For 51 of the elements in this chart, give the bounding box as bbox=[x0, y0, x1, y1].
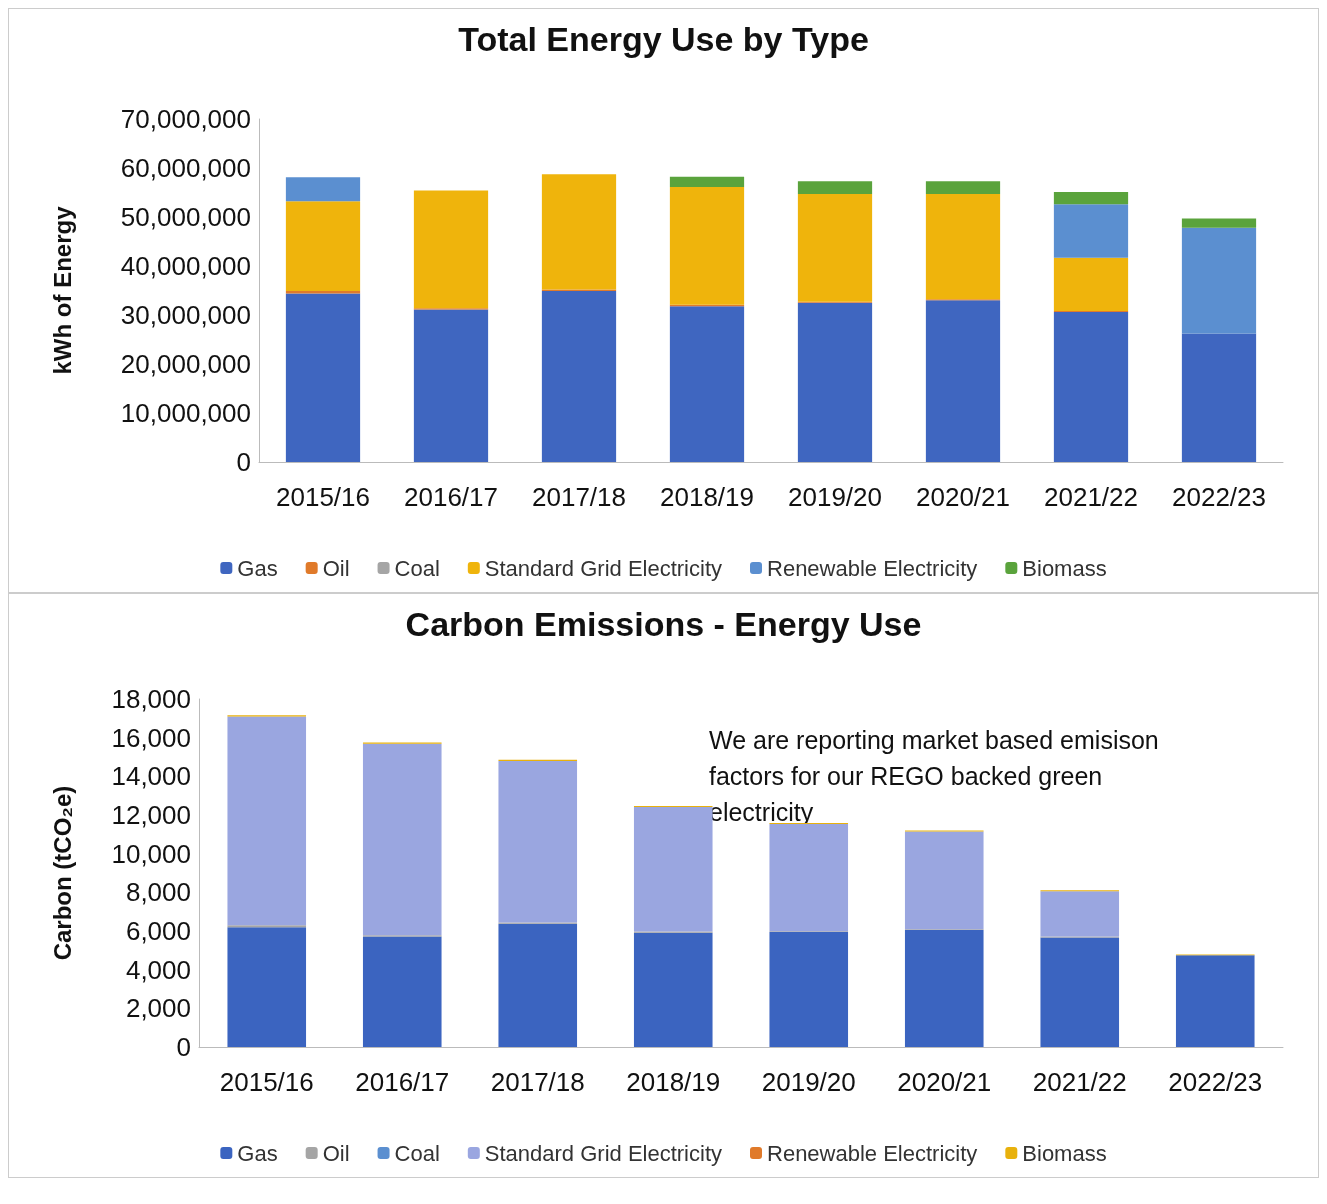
chart-title: Carbon Emissions - Energy Use bbox=[405, 605, 922, 643]
y-tick-label: 60,000,000 bbox=[120, 153, 251, 183]
x-tick-label: 2020/21 bbox=[916, 482, 1010, 512]
x-tick-label: 2015/16 bbox=[276, 482, 370, 512]
y-tick-label: 50,000,000 bbox=[120, 202, 251, 232]
legend-label: Standard Grid Electricity bbox=[484, 555, 723, 581]
y-tick-label: 10,000 bbox=[111, 838, 191, 869]
y-tick-label: 16,000 bbox=[111, 722, 191, 753]
legend-label: Gas bbox=[237, 1140, 278, 1166]
y-tick-label: 4,000 bbox=[125, 954, 191, 985]
legend-label: Gas bbox=[237, 555, 278, 581]
x-tick-label: 2021/22 bbox=[1044, 482, 1138, 512]
y-tick-label: 10,000,000 bbox=[120, 398, 251, 428]
legend-label: Oil bbox=[322, 555, 350, 581]
legend-label: Standard Grid Electricity bbox=[484, 1140, 723, 1166]
legend-label: Renewable Electricity bbox=[767, 1140, 978, 1166]
y-axis-title: kWh of Energy bbox=[48, 205, 76, 375]
x-tick-label: 2017/18 bbox=[532, 482, 626, 512]
legend-label: Coal bbox=[394, 1140, 440, 1166]
y-tick-label: 30,000,000 bbox=[120, 300, 251, 330]
x-tick-label: 2016/17 bbox=[355, 1067, 450, 1097]
x-tick-label: 2015/16 bbox=[219, 1067, 314, 1097]
y-tick-label: 18,000 bbox=[111, 684, 191, 714]
annotation: We are reporting market based emisison factors for our REGO backed green electricity bbox=[709, 726, 1166, 826]
legend-label: Biomass bbox=[1022, 555, 1107, 581]
y-tick-label: 0 bbox=[236, 447, 251, 477]
x-tick-label: 2016/17 bbox=[404, 482, 498, 512]
y-tick-label: 0 bbox=[176, 1032, 191, 1062]
x-tick-label: 2018/19 bbox=[660, 482, 754, 512]
y-tick-label: 6,000 bbox=[125, 916, 191, 946]
y-tick-label: 20,000,000 bbox=[120, 349, 251, 379]
x-tick-label: 2022/23 bbox=[1172, 482, 1266, 512]
x-tick-label: 2019/20 bbox=[788, 482, 882, 512]
y-axis-title: Carbon (tCO₂e) bbox=[48, 785, 76, 961]
x-tick-label: 2020/21 bbox=[897, 1067, 992, 1097]
y-tick-label: 8,000 bbox=[125, 877, 191, 908]
y-tick-label: 14,000 bbox=[111, 761, 191, 792]
x-tick-label: 2017/18 bbox=[490, 1067, 585, 1097]
x-tick-label: 2018/19 bbox=[626, 1067, 721, 1097]
y-tick-label: 40,000,000 bbox=[120, 251, 251, 281]
legend-label: Biomass bbox=[1022, 1140, 1107, 1166]
y-tick-label: 12,000 bbox=[111, 800, 191, 830]
legend-label: Renewable Electricity bbox=[767, 555, 978, 581]
legend-label: Coal bbox=[394, 555, 440, 581]
y-tick-label: 2,000 bbox=[125, 993, 191, 1024]
x-tick-label: 2021/22 bbox=[1032, 1067, 1127, 1097]
chart-title: Total Energy Use by Type bbox=[458, 20, 869, 58]
y-tick-label: 70,000,000 bbox=[120, 104, 251, 134]
x-tick-label: 2022/23 bbox=[1168, 1067, 1263, 1097]
legend-label: Oil bbox=[322, 1140, 350, 1166]
x-tick-label: 2019/20 bbox=[761, 1067, 856, 1097]
